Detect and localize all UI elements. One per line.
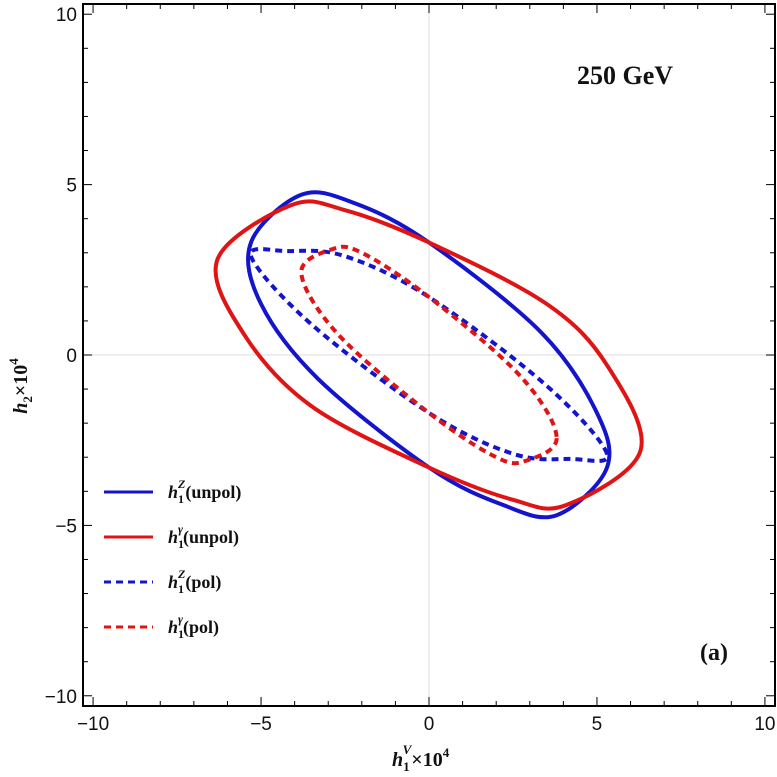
y-tick-label: −10 — [45, 687, 77, 708]
legend-label: h1Z(unpol) — [168, 477, 241, 506]
legend-label: h1Z(pol) — [168, 567, 221, 596]
y-axis-label: h2×104 — [6, 358, 35, 414]
curves — [213, 190, 644, 520]
ticks: −10 −5 0 5 10 −10 −5 0 5 10 — [45, 4, 775, 735]
legend-label: h1γ(unpol) — [168, 522, 239, 551]
y-tick-label: −5 — [55, 516, 77, 537]
panel-label: (a) — [700, 640, 728, 666]
y-tick-label: 10 — [56, 5, 77, 26]
x-axis-label: h1V×104 — [392, 742, 450, 774]
gridlines — [83, 4, 775, 706]
x-tick-label: 0 — [424, 714, 435, 735]
contour-hZ-unpol — [246, 190, 612, 520]
legend: h1Z(unpol) h1γ(unpol) h1Z(pol) h1γ(pol) — [104, 477, 241, 641]
x-tick-label: 5 — [592, 714, 603, 735]
contour-hgamma-unpol — [213, 199, 644, 511]
y-tick-label: 5 — [66, 176, 77, 197]
legend-label: h1γ(pol) — [168, 612, 219, 641]
x-tick-label: −5 — [250, 714, 272, 735]
y-tick-label: 0 — [66, 346, 77, 367]
x-tick-label: 10 — [754, 714, 775, 735]
x-tick-label: −10 — [77, 714, 109, 735]
chart-title: 250 GeV — [577, 61, 673, 90]
contour-hZ-pol — [248, 247, 610, 463]
